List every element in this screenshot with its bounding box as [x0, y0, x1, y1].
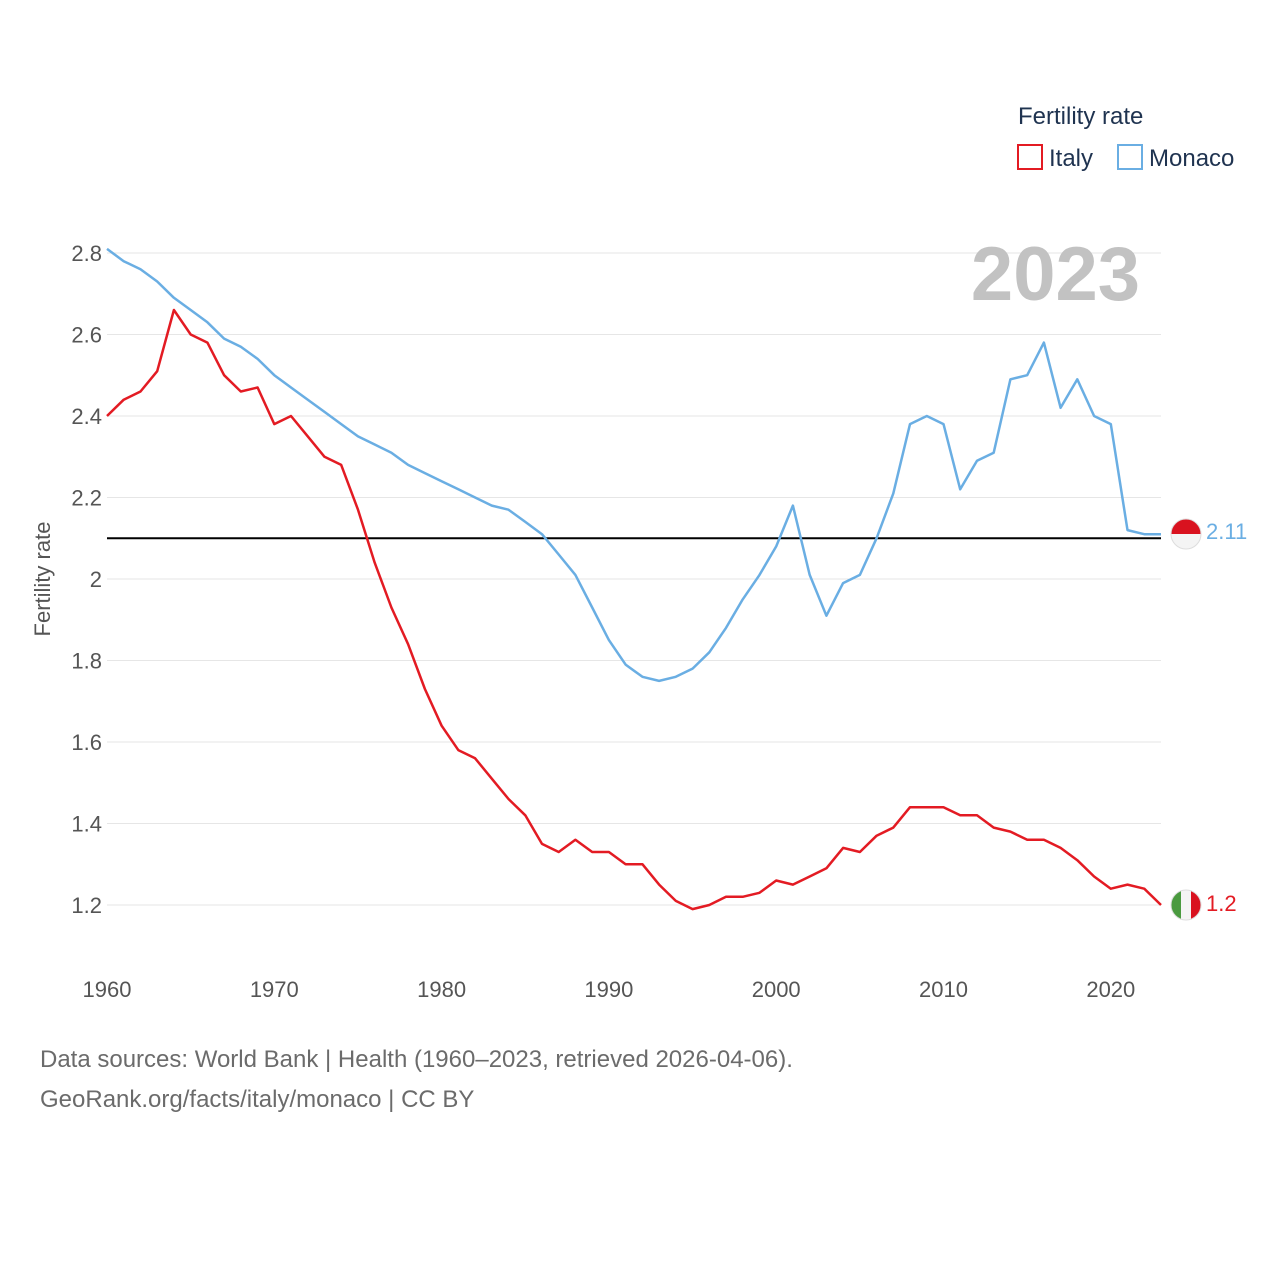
- x-tick-label: 2000: [752, 977, 801, 1002]
- y-axis-ticks: 1.2 1.4 1.6 1.8 2 2.2 2.4 2.6 2.8: [71, 241, 102, 918]
- y-tick-label: 1.2: [71, 893, 102, 918]
- monaco-end-marker: [1170, 518, 1202, 550]
- y-tick-label: 1.4: [71, 812, 102, 837]
- series-line-italy[interactable]: [106, 308, 1162, 911]
- y-tick-label: 2.6: [71, 323, 102, 348]
- y-axis-label: Fertility rate: [30, 522, 55, 637]
- x-tick-label: 1970: [250, 977, 299, 1002]
- current-year-label: 2023: [971, 232, 1140, 317]
- footer-line-1: Data sources: World Bank | Health (1960–…: [40, 1046, 793, 1073]
- legend-title: Fertility rate: [1018, 103, 1143, 130]
- italy-end-marker: [1170, 889, 1202, 921]
- y-tick-label: 2: [90, 567, 102, 592]
- y-tick-label: 2.4: [71, 404, 102, 429]
- monaco-flag-icon: [1171, 519, 1201, 549]
- y-tick-label: 1.8: [71, 649, 102, 674]
- legend-label-italy[interactable]: Italy: [1049, 145, 1093, 172]
- y-tick-label: 2.8: [71, 241, 102, 266]
- series-lines: [106, 247, 1162, 911]
- x-tick-label: 1990: [584, 977, 633, 1002]
- legend: Fertility rate Italy Monaco: [1017, 103, 1234, 172]
- y-tick-label: 2.2: [71, 486, 102, 511]
- legend-swatch-italy[interactable]: [1017, 144, 1043, 170]
- italy-flag-icon: [1171, 890, 1201, 920]
- grid-lines: [107, 252, 1161, 906]
- x-tick-label: 1960: [83, 977, 132, 1002]
- x-axis-ticks: 1960 1970 1980 1990 2000 2010 2020: [83, 977, 1136, 1002]
- italy-end-value: 1.2: [1206, 891, 1237, 916]
- y-tick-label: 1.6: [71, 730, 102, 755]
- x-tick-label: 2010: [919, 977, 968, 1002]
- footer-line-2: GeoRank.org/facts/italy/monaco | CC BY: [40, 1086, 475, 1113]
- x-tick-label: 2020: [1086, 977, 1135, 1002]
- legend-swatch-monaco[interactable]: [1117, 144, 1143, 170]
- x-tick-label: 1980: [417, 977, 466, 1002]
- monaco-end-value: 2.11: [1206, 519, 1247, 544]
- series-line-monaco[interactable]: [106, 247, 1161, 683]
- footer-source: Data sources: World Bank | Health (1960–…: [40, 1040, 793, 1120]
- legend-label-monaco[interactable]: Monaco: [1149, 145, 1234, 172]
